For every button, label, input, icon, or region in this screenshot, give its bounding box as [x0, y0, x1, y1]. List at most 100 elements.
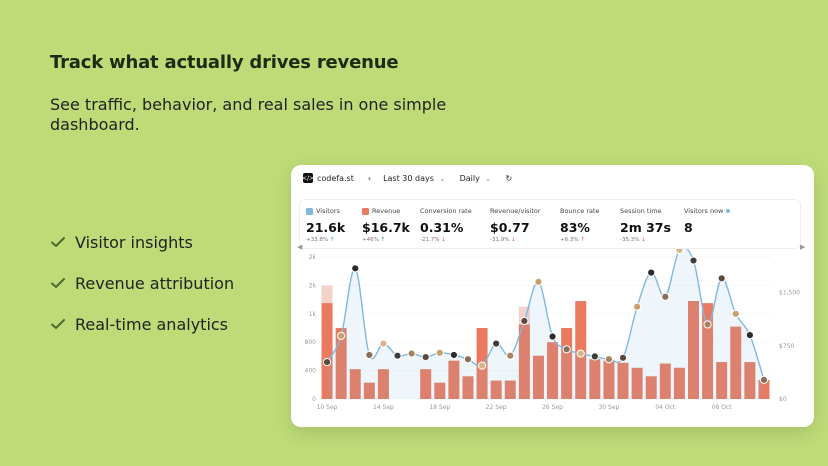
visitor-avatar-point	[745, 331, 754, 340]
revenue-bar	[518, 324, 530, 399]
metric-change: +33.8%	[306, 237, 329, 243]
metric-session-time: Session time 2m 37s -35.3% ↓	[620, 206, 671, 243]
revenue-bar	[504, 380, 516, 399]
y-right-tick-label: $0	[779, 396, 787, 403]
metrics-row: Visitors 21.6k +33.8% ↑ Revenue $16.7k +…	[299, 199, 801, 249]
visitor-avatar-point	[548, 332, 557, 341]
metric-label: Revenue/visitor	[490, 207, 541, 215]
check-icon	[51, 319, 65, 329]
revenue-bar	[349, 369, 361, 399]
revenue-bar	[716, 362, 728, 399]
revenue-bar	[758, 379, 770, 399]
metric-label: Revenue	[372, 207, 401, 215]
metric-revenue[interactable]: Revenue $16.7k +46% ↑	[362, 206, 410, 243]
revenue-bar	[462, 376, 474, 399]
headline: Track what actually drives revenue	[50, 52, 399, 73]
visitor-avatar-point	[633, 302, 642, 311]
visitor-avatar-point	[590, 352, 599, 361]
revenue-bar	[448, 360, 460, 399]
revenue-bar	[490, 380, 502, 399]
visitor-avatar-point	[449, 350, 458, 360]
visitor-avatar-point	[576, 349, 585, 358]
revenue-bar	[645, 376, 657, 399]
y-right-tick-label: $1,500	[779, 290, 800, 297]
metric-revenue-per-visitor: Revenue/visitor $0.77 -31.9% ↓	[490, 206, 541, 243]
visitor-avatar-point	[393, 351, 402, 360]
subheadline: See traffic, behavior, and real sales in…	[50, 95, 447, 134]
visitor-avatar-point	[379, 339, 388, 348]
metric-value: 21.6k	[306, 220, 346, 235]
y-tick-label: 0	[312, 396, 316, 403]
arrow-down-icon: ↓	[641, 237, 646, 243]
live-dot-icon	[726, 209, 731, 213]
metric-change: -31.9%	[490, 237, 510, 243]
visitor-avatar-point	[731, 309, 740, 318]
granularity-label: Daily	[459, 173, 480, 183]
visitor-avatar-point	[506, 351, 515, 360]
revenue-bar	[673, 367, 685, 399]
metric-label: Bounce rate	[560, 207, 600, 215]
revenue-bar	[730, 326, 742, 399]
revenue-bar	[659, 363, 671, 399]
visitor-avatar-point	[647, 268, 656, 277]
visitors-area	[327, 249, 764, 399]
visitor-avatar-point	[618, 353, 628, 362]
scroll-left-icon[interactable]: ◀	[297, 243, 303, 251]
y-tick-label: 800	[305, 339, 317, 346]
prev-range-icon[interactable]: ‹	[367, 173, 372, 183]
revenue-bar	[321, 303, 333, 399]
y-tick-label: 2k	[309, 282, 317, 289]
checkbox-icon[interactable]	[306, 207, 313, 215]
visitor-avatar-point	[534, 277, 543, 286]
visitor-avatar-point	[407, 349, 416, 358]
metric-value: 2m 37s	[620, 220, 671, 235]
visitor-avatar-point	[520, 316, 529, 326]
revenue-bar	[434, 382, 446, 399]
y-right-tick-label: $750	[779, 343, 794, 350]
range-selector[interactable]: Last 30 days ⌄	[383, 174, 446, 183]
metric-value: $0.77	[490, 220, 530, 235]
revenue-visitors-chart: 0 400 800 1k 2k 2k $0 $750 $1,500 10 Sep 14 Sep 18 …	[305, 249, 800, 411]
checkbox-icon[interactable]	[362, 207, 369, 215]
visitor-avatar-point	[477, 361, 487, 370]
granularity-selector[interactable]: Daily ⌄	[460, 174, 492, 183]
revenue-bar	[532, 355, 544, 399]
revenue-bar	[335, 328, 347, 399]
chevron-down-icon: ⌄	[484, 173, 492, 183]
revenue-bar	[603, 360, 615, 399]
code-icon: </>	[301, 173, 315, 183]
visitor-avatar-point	[435, 348, 444, 357]
revenue-bar	[363, 382, 375, 399]
revenue-bar	[702, 303, 714, 399]
feature-list: Visitor insights Revenue attribution Rea…	[50, 232, 234, 355]
x-tick-label: 10 Sep	[317, 404, 338, 411]
refresh-icon[interactable]: ↻	[505, 173, 513, 183]
x-tick-label: 18 Sep	[429, 404, 450, 411]
arrow-up-icon: ↑	[380, 237, 386, 243]
feature-item: Revenue attribution	[50, 273, 234, 293]
metric-value: $16.7k	[362, 220, 410, 235]
x-tick-label: 22 Sep	[486, 404, 507, 411]
visitor-avatar-point	[703, 320, 712, 329]
feature-label: Revenue attribution	[75, 273, 235, 293]
metric-visitors-now: Visitors now 8	[684, 206, 731, 235]
metric-visitors[interactable]: Visitors 21.6k +33.8% ↑	[306, 206, 345, 243]
range-label: Last 30 days	[383, 173, 434, 183]
x-tick-label: 26 Sep	[542, 404, 563, 411]
chevron-down-icon: ⌄	[438, 173, 446, 183]
metric-change: +46%	[362, 237, 379, 243]
y-tick-label: 1k	[309, 311, 317, 318]
visitor-avatar-point	[365, 350, 374, 360]
feature-item: Visitor insights	[50, 232, 234, 252]
site-name[interactable]: codefa.st	[317, 173, 354, 183]
visitor-avatar-point	[337, 331, 346, 340]
scroll-right-icon[interactable]: ▶	[800, 243, 806, 251]
visitor-avatar-point	[604, 355, 614, 364]
metric-value: 83%	[560, 220, 590, 235]
metric-change: +6.3%	[560, 237, 579, 243]
metric-value: 8	[684, 220, 693, 235]
visitor-avatar-point	[351, 264, 360, 273]
x-tick-label: 14 Sep	[373, 404, 394, 411]
arrow-down-icon: ↓	[441, 237, 446, 243]
metric-label: Conversion rate	[420, 207, 472, 215]
